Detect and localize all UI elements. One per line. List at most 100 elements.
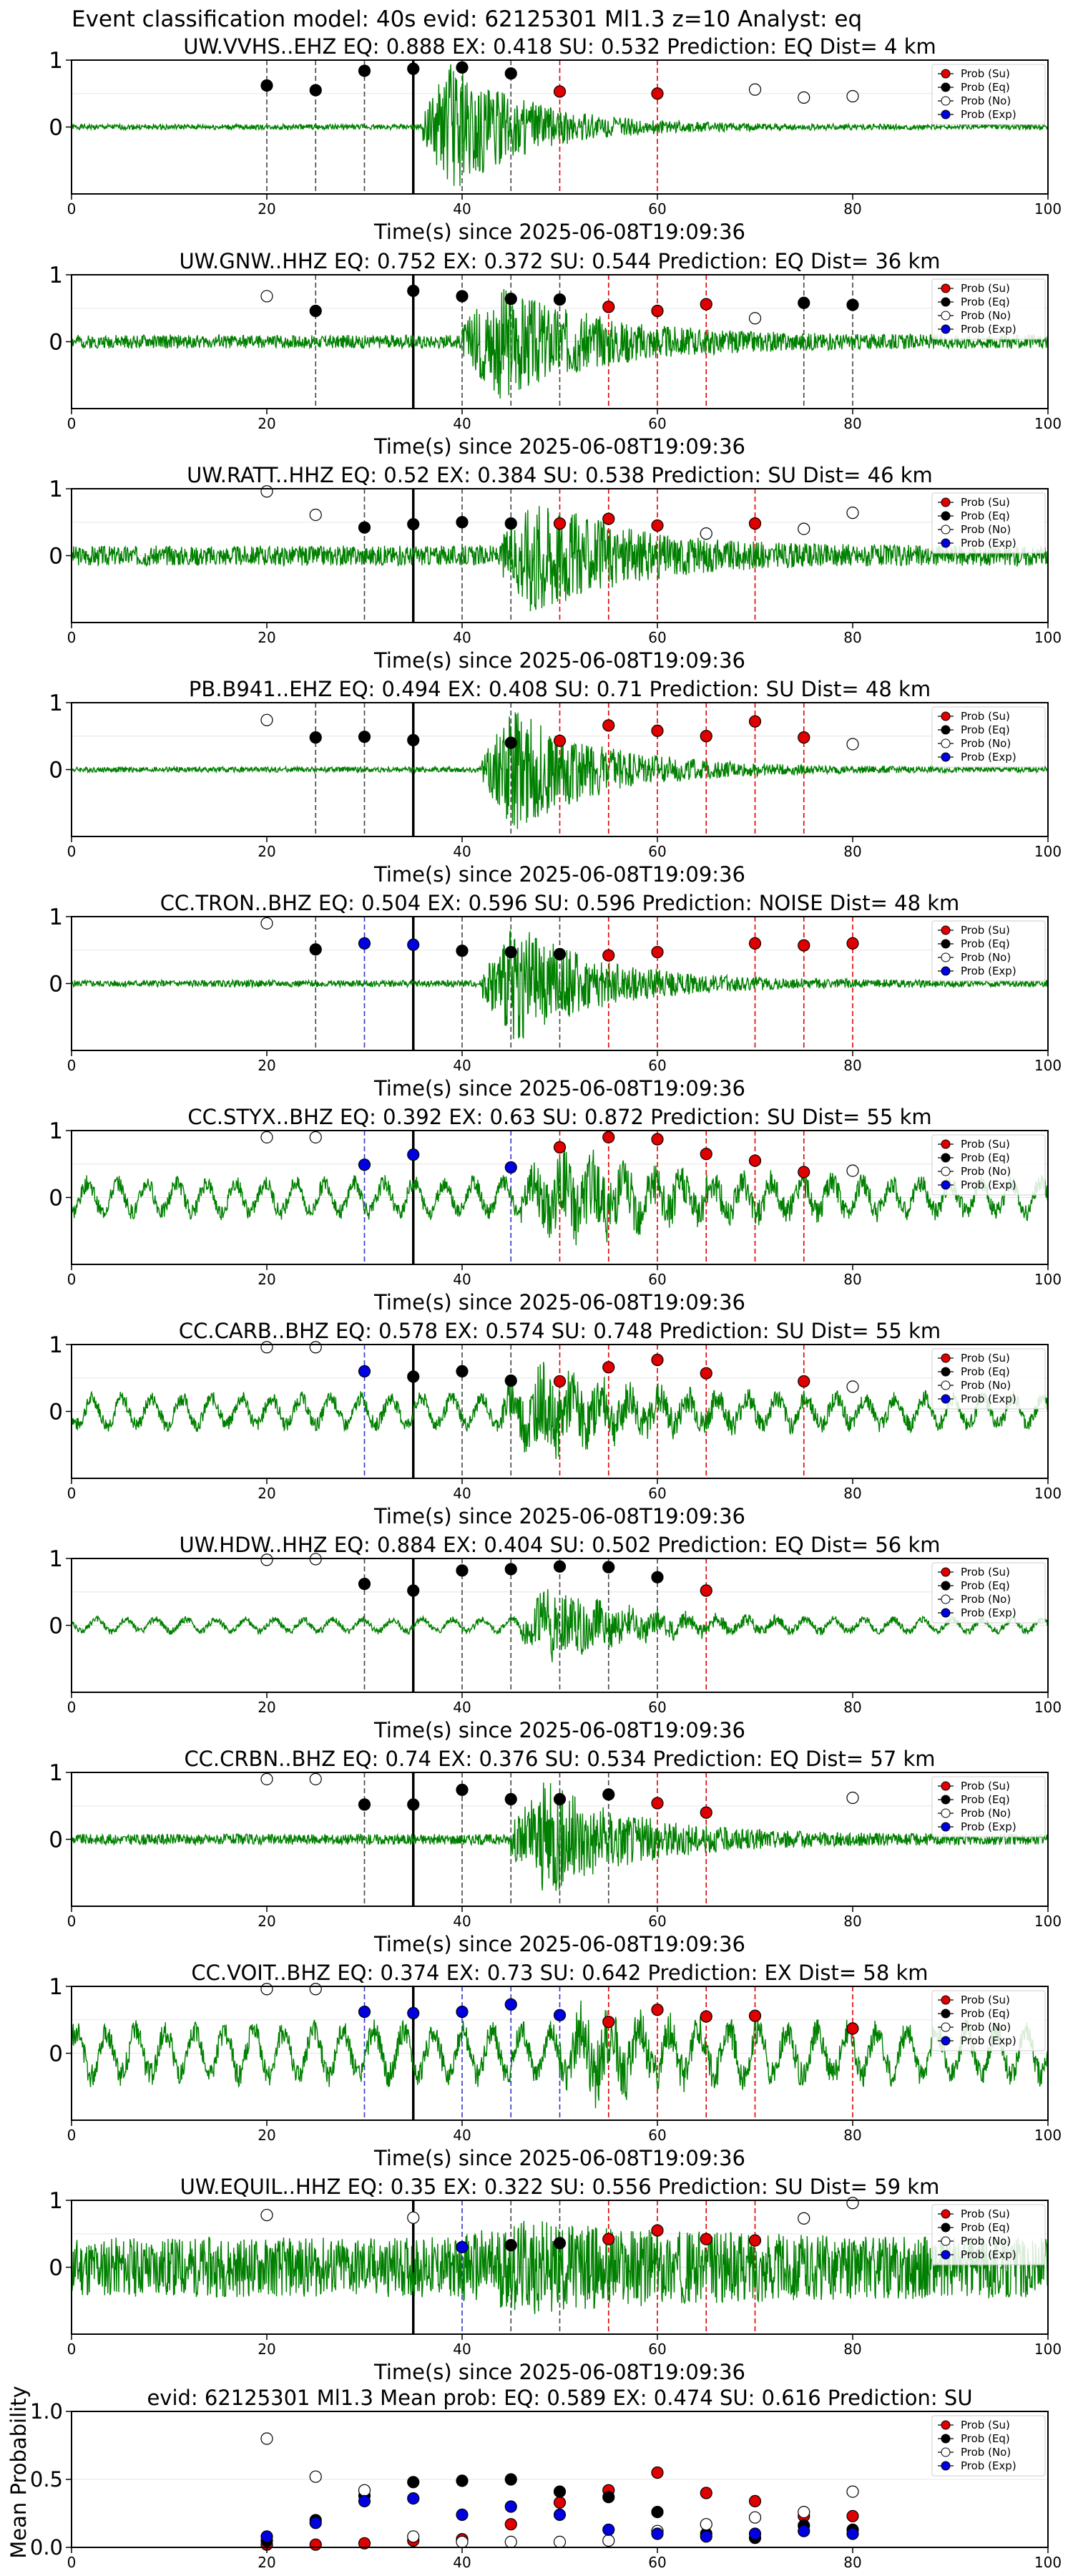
legend-box bbox=[931, 64, 1046, 125]
legend-marker-no bbox=[941, 1594, 951, 1604]
x-tick-label: 100 bbox=[1034, 1057, 1062, 1074]
point-eq bbox=[504, 293, 517, 306]
legend-label-eq: Prob (Eq) bbox=[961, 1151, 1010, 1164]
x-tick-label: 60 bbox=[648, 1485, 666, 1502]
legend-marker-su bbox=[941, 1995, 951, 2005]
point-exp bbox=[602, 2523, 615, 2536]
point-exp bbox=[358, 1365, 371, 1378]
legend-label-exp: Prob (Exp) bbox=[961, 751, 1016, 763]
legend-marker-su bbox=[941, 1353, 951, 1363]
legend-label-no: Prob (No) bbox=[961, 2235, 1011, 2248]
point-eq bbox=[504, 2473, 517, 2486]
point-exp bbox=[456, 2240, 469, 2254]
x-tick-label: 40 bbox=[453, 629, 471, 646]
legend-label-no: Prob (No) bbox=[961, 737, 1011, 750]
legend-label-eq: Prob (Eq) bbox=[961, 2007, 1010, 2020]
y-tick-label: 1 bbox=[49, 1546, 63, 1572]
point-no bbox=[798, 2212, 810, 2225]
point-no bbox=[260, 1131, 273, 1143]
legend-label-eq: Prob (Eq) bbox=[961, 2221, 1010, 2234]
waveform-trace bbox=[71, 1362, 1049, 1460]
x-tick-label: 40 bbox=[453, 415, 471, 432]
y-tick-label: 1 bbox=[49, 904, 63, 930]
x-axis-label: Time(s) since 2025-06-08T19:09:36 bbox=[373, 1932, 745, 1956]
y-tick-label: 0 bbox=[49, 1614, 63, 1639]
x-tick-label: 0 bbox=[67, 2341, 77, 2358]
point-su bbox=[700, 730, 712, 743]
point-eq bbox=[407, 284, 420, 298]
legend-box bbox=[931, 706, 1046, 768]
legend-label-su: Prob (Su) bbox=[961, 2207, 1010, 2220]
point-su bbox=[651, 1133, 664, 1146]
point-su bbox=[602, 719, 615, 732]
point-su bbox=[651, 1353, 664, 1367]
point-no bbox=[602, 2534, 615, 2547]
point-su bbox=[553, 517, 567, 530]
x-axis-label: Time(s) since 2025-06-08T19:09:36 bbox=[373, 648, 745, 673]
point-su bbox=[748, 2009, 762, 2022]
x-tick-label: 40 bbox=[453, 1271, 471, 1288]
legend-marker-no bbox=[941, 2447, 951, 2457]
y-tick-label: 1 bbox=[49, 48, 63, 74]
point-no bbox=[798, 522, 810, 535]
legend-marker-exp bbox=[941, 966, 951, 976]
point-eq bbox=[456, 1783, 469, 1796]
legend-label-eq: Prob (Eq) bbox=[961, 723, 1010, 736]
point-eq bbox=[456, 945, 469, 957]
point-su bbox=[553, 1141, 567, 1153]
legend-label-eq: Prob (Eq) bbox=[961, 2432, 1010, 2445]
y-tick-label: 0.0 bbox=[30, 2535, 63, 2560]
legend-label-eq: Prob (Eq) bbox=[961, 937, 1010, 950]
x-tick-label: 0 bbox=[67, 415, 77, 432]
legend-label-eq: Prob (Eq) bbox=[961, 1793, 1010, 1806]
point-eq bbox=[553, 2485, 567, 2498]
x-axis-label: Time(s) since 2025-06-08T19:09:36 bbox=[373, 220, 745, 244]
point-su bbox=[700, 1148, 712, 1161]
point-no bbox=[846, 507, 859, 519]
point-no bbox=[358, 2484, 371, 2497]
legend-label-no: Prob (No) bbox=[961, 2021, 1011, 2034]
point-eq bbox=[358, 1577, 371, 1591]
point-su bbox=[602, 1131, 615, 1143]
legend-label-exp: Prob (Exp) bbox=[961, 1606, 1016, 1619]
point-su bbox=[748, 517, 762, 530]
x-tick-label: 60 bbox=[648, 415, 666, 432]
x-tick-label: 80 bbox=[843, 200, 861, 218]
legend-label-eq: Prob (Eq) bbox=[961, 509, 1010, 522]
x-tick-label: 20 bbox=[258, 2127, 275, 2144]
waveform-trace bbox=[71, 2000, 1049, 2109]
point-su bbox=[602, 512, 615, 525]
panel-9: CC.CRBN..BHZ EQ: 0.74 EX: 0.376 SU: 0.53… bbox=[49, 1747, 1062, 1956]
legend-box bbox=[931, 2204, 1046, 2265]
panel-5: CC.TRON..BHZ EQ: 0.504 EX: 0.596 SU: 0.5… bbox=[49, 891, 1062, 1101]
x-tick-label: 100 bbox=[1034, 629, 1062, 646]
point-no bbox=[309, 1131, 322, 1143]
legend-box bbox=[931, 1776, 1046, 1838]
x-tick-label: 40 bbox=[453, 843, 471, 860]
panel-10: CC.VOIT..BHZ EQ: 0.374 EX: 0.73 SU: 0.64… bbox=[49, 1961, 1062, 2170]
point-eq bbox=[553, 1792, 567, 1805]
x-tick-label: 100 bbox=[1034, 2341, 1062, 2358]
legend-marker-su bbox=[941, 1567, 951, 1577]
legend-marker-eq bbox=[941, 1795, 951, 1805]
x-axis-label: Time(s) since 2025-06-08T19:09:36 bbox=[373, 862, 745, 887]
x-tick-label: 0 bbox=[67, 1913, 77, 1930]
point-no bbox=[407, 2530, 420, 2543]
legend-marker-exp bbox=[941, 2461, 951, 2471]
point-exp bbox=[553, 2508, 567, 2521]
point-no bbox=[260, 290, 273, 303]
y-tick-label: 1.0 bbox=[30, 2399, 63, 2424]
point-su bbox=[700, 298, 712, 311]
point-eq bbox=[504, 517, 517, 530]
legend-marker-eq bbox=[941, 82, 951, 92]
point-no bbox=[748, 2511, 762, 2524]
point-su bbox=[358, 2537, 371, 2550]
point-no bbox=[553, 2535, 567, 2548]
point-exp bbox=[407, 2492, 420, 2505]
point-exp bbox=[798, 2524, 810, 2537]
point-exp bbox=[407, 2006, 420, 2019]
point-eq bbox=[553, 947, 567, 960]
point-eq bbox=[358, 731, 371, 743]
x-tick-label: 0 bbox=[67, 2554, 77, 2571]
panel-7: CC.CARB..BHZ EQ: 0.578 EX: 0.574 SU: 0.7… bbox=[49, 1319, 1062, 1528]
